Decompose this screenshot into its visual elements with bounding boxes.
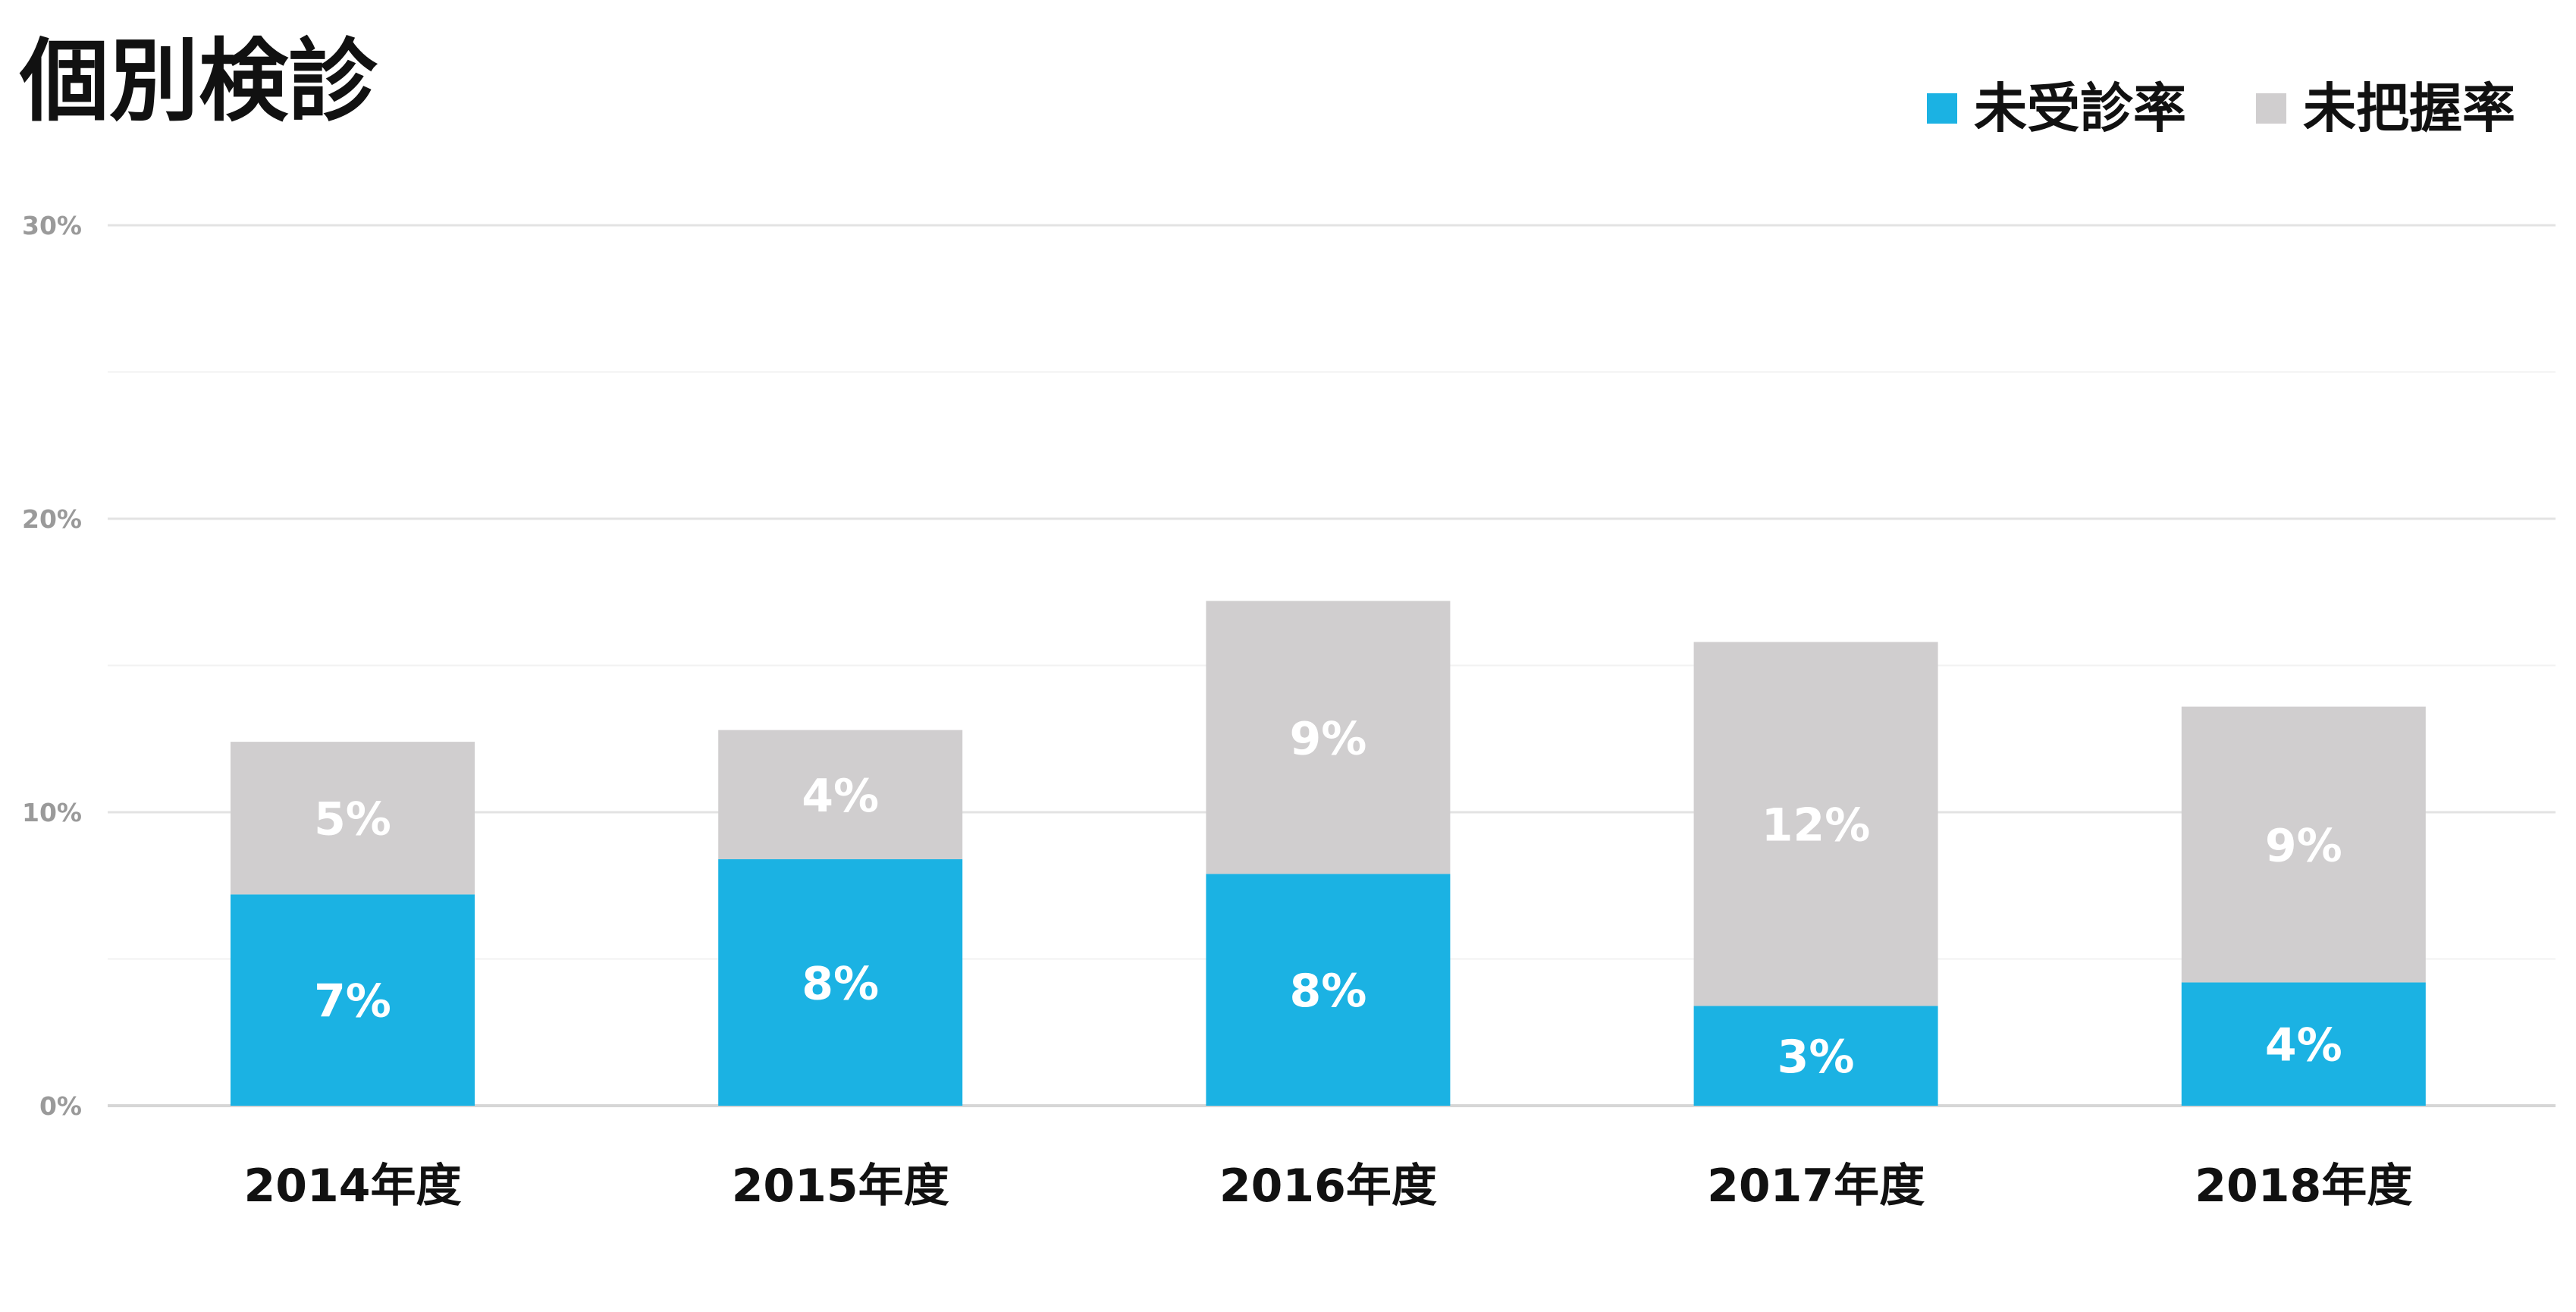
y-tick-label-3: 30% [22, 211, 82, 240]
data-label-unknown-1: 4% [802, 770, 879, 823]
chart-legend: 未受診率 未把握率 [1857, 82, 2515, 135]
label-layer: 0% 10% 20% 30% 7% 5% 2014年度 8% 4% 2015年度 8% 9% 2016年… [22, 211, 2412, 1213]
bar-unexamined-0 [231, 894, 475, 1106]
data-label-unexamined-2: 8% [1289, 965, 1366, 1018]
bar-unknown-4 [2181, 706, 2426, 983]
data-label-unknown-3: 12% [1762, 799, 1871, 852]
x-tick-label-3: 2017年度 [1707, 1160, 1925, 1213]
legend-swatch-unknown [2256, 93, 2286, 124]
x-tick-label-4: 2018年度 [2195, 1160, 2412, 1213]
y-tick-label-2: 20% [22, 504, 82, 534]
x-tick-label-1: 2015年度 [732, 1160, 949, 1213]
bar-unknown-1 [718, 730, 963, 859]
data-label-unexamined-3: 3% [1777, 1031, 1855, 1084]
legend-label-unknown: 未把握率 [2303, 77, 2515, 140]
data-label-unknown-0: 5% [314, 793, 391, 846]
data-label-unexamined-4: 4% [2265, 1019, 2342, 1072]
legend-label-unexamined: 未受診率 [1974, 77, 2186, 140]
bar-unexamined-1 [718, 858, 963, 1106]
bar-unexamined-2 [1206, 874, 1451, 1106]
bar-unknown-3 [1693, 642, 1938, 1006]
x-tick-label-2: 2016年度 [1219, 1160, 1437, 1213]
x-tick-label-0: 2014年度 [244, 1160, 462, 1213]
bar-unknown-2 [1206, 601, 1451, 874]
legend-item-unknown: 未把握率 [2256, 82, 2515, 135]
bar-unexamined-3 [1693, 1006, 1938, 1106]
y-tick-label-0: 0% [39, 1091, 82, 1121]
bar-unexamined-4 [2181, 982, 2426, 1106]
data-label-unexamined-0: 7% [314, 975, 391, 1028]
y-tick-label-1: 10% [22, 798, 82, 827]
chart-title: 個別検診 [20, 29, 378, 133]
bar-layer [231, 601, 2426, 1106]
legend-swatch-unexamined [1927, 93, 1957, 124]
data-label-unexamined-1: 8% [802, 957, 879, 1010]
data-label-unknown-2: 9% [1289, 712, 1366, 765]
data-label-unknown-4: 9% [2265, 820, 2342, 873]
bar-unknown-0 [231, 742, 475, 895]
legend-item-unexamined: 未受診率 [1927, 82, 2186, 135]
